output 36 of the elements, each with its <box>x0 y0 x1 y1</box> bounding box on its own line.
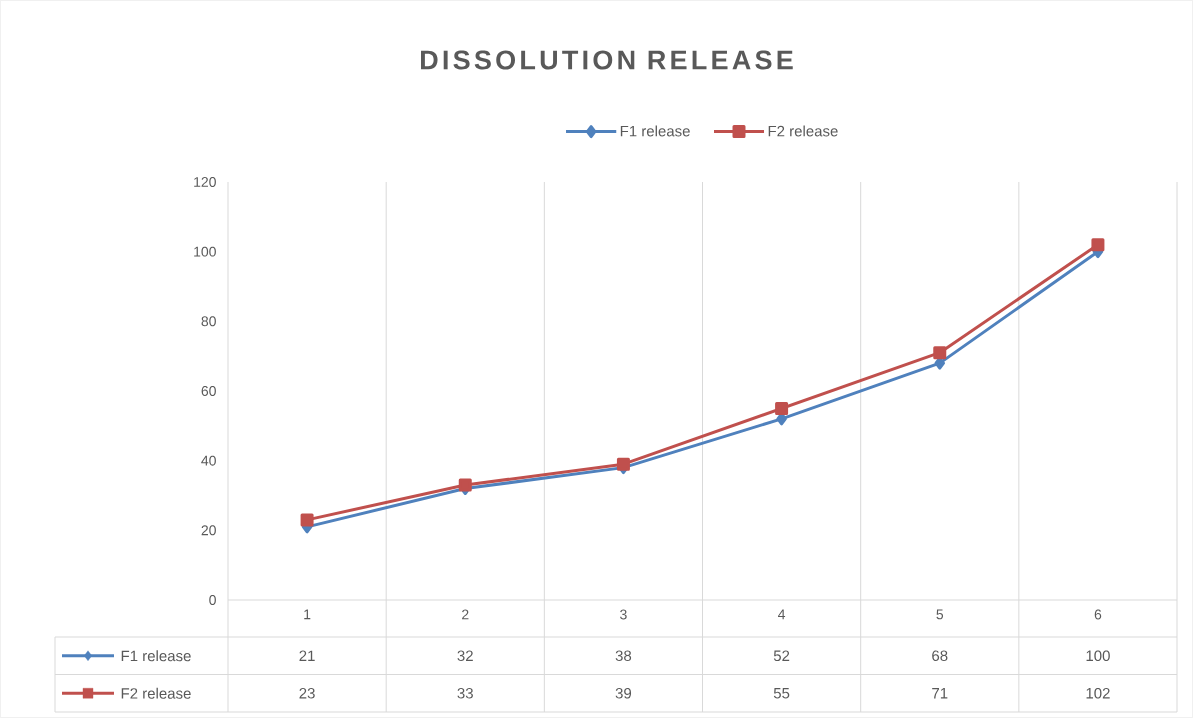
data-label: 102 <box>1086 687 1110 699</box>
x-tick-label: 5 <box>936 609 944 620</box>
x-tick-label: 6 <box>1094 609 1102 620</box>
point <box>300 513 314 527</box>
legend-label: F2 release <box>768 125 838 137</box>
y-tick-label: 80 <box>201 316 216 327</box>
y-tick-label: 40 <box>201 455 216 466</box>
y-tick-label: 120 <box>194 177 216 187</box>
y-tick-label: 0 <box>209 595 216 605</box>
data-label: 68 <box>932 650 948 662</box>
data-label: 32 <box>457 650 473 662</box>
x-tick-label: 4 <box>778 609 786 620</box>
data-label: 38 <box>615 650 632 662</box>
data-label: 100 <box>1086 650 1110 662</box>
data-label: 23 <box>299 687 315 699</box>
x-tick-label: 2 <box>462 609 469 620</box>
data-label: 52 <box>773 650 790 662</box>
point <box>775 401 789 415</box>
legend-label: F1 release <box>620 125 690 137</box>
data-label: 71 <box>932 688 948 699</box>
x-tick-label: 1 <box>304 609 311 620</box>
chart-title: DISSOLUTION RELEASE <box>421 50 793 70</box>
point <box>1091 238 1105 252</box>
x-tick-label: 3 <box>620 609 627 620</box>
data-label: 21 <box>299 650 315 661</box>
data-label: 39 <box>615 687 632 699</box>
y-tick-label: 100 <box>194 246 216 257</box>
y-tick-label: 20 <box>201 525 216 536</box>
data-label: 55 <box>773 688 790 699</box>
data-label: 33 <box>457 687 473 699</box>
point <box>458 478 472 492</box>
point <box>933 346 947 360</box>
text: F1 release <box>121 650 191 662</box>
y-tick-label: 60 <box>201 386 216 396</box>
text: F2 release <box>121 687 191 699</box>
point <box>616 457 630 471</box>
